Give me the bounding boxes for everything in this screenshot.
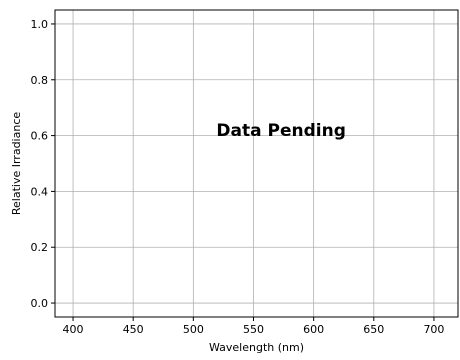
- x-tick-label: 450: [123, 323, 144, 336]
- y-tick-label: 0.0: [31, 297, 49, 310]
- x-tick-label: 550: [243, 323, 264, 336]
- grid: [55, 10, 458, 317]
- x-axis-label: Wavelength (nm): [209, 341, 304, 354]
- x-tick-label: 650: [363, 323, 384, 336]
- plot-frame: [54, 9, 459, 318]
- x-tick-label: 600: [303, 323, 324, 336]
- x-tick-label: 700: [423, 323, 444, 336]
- x-axis-ticks: 400 450 500 550 600 650 700: [63, 317, 444, 336]
- y-axis-ticks: 0.0 0.2 0.4 0.6 0.8 1.0: [31, 18, 55, 310]
- data-pending-annotation: Data Pending: [216, 121, 345, 141]
- y-axis-label: Relative Irradiance: [10, 112, 23, 215]
- y-tick-label: 0.8: [31, 74, 49, 87]
- y-tick-label: 0.6: [31, 130, 49, 143]
- y-tick-label: 0.2: [31, 241, 49, 254]
- y-tick-label: 1.0: [31, 18, 49, 31]
- y-tick-label: 0.4: [31, 185, 49, 198]
- x-tick-label: 400: [63, 323, 84, 336]
- x-tick-label: 500: [183, 323, 204, 336]
